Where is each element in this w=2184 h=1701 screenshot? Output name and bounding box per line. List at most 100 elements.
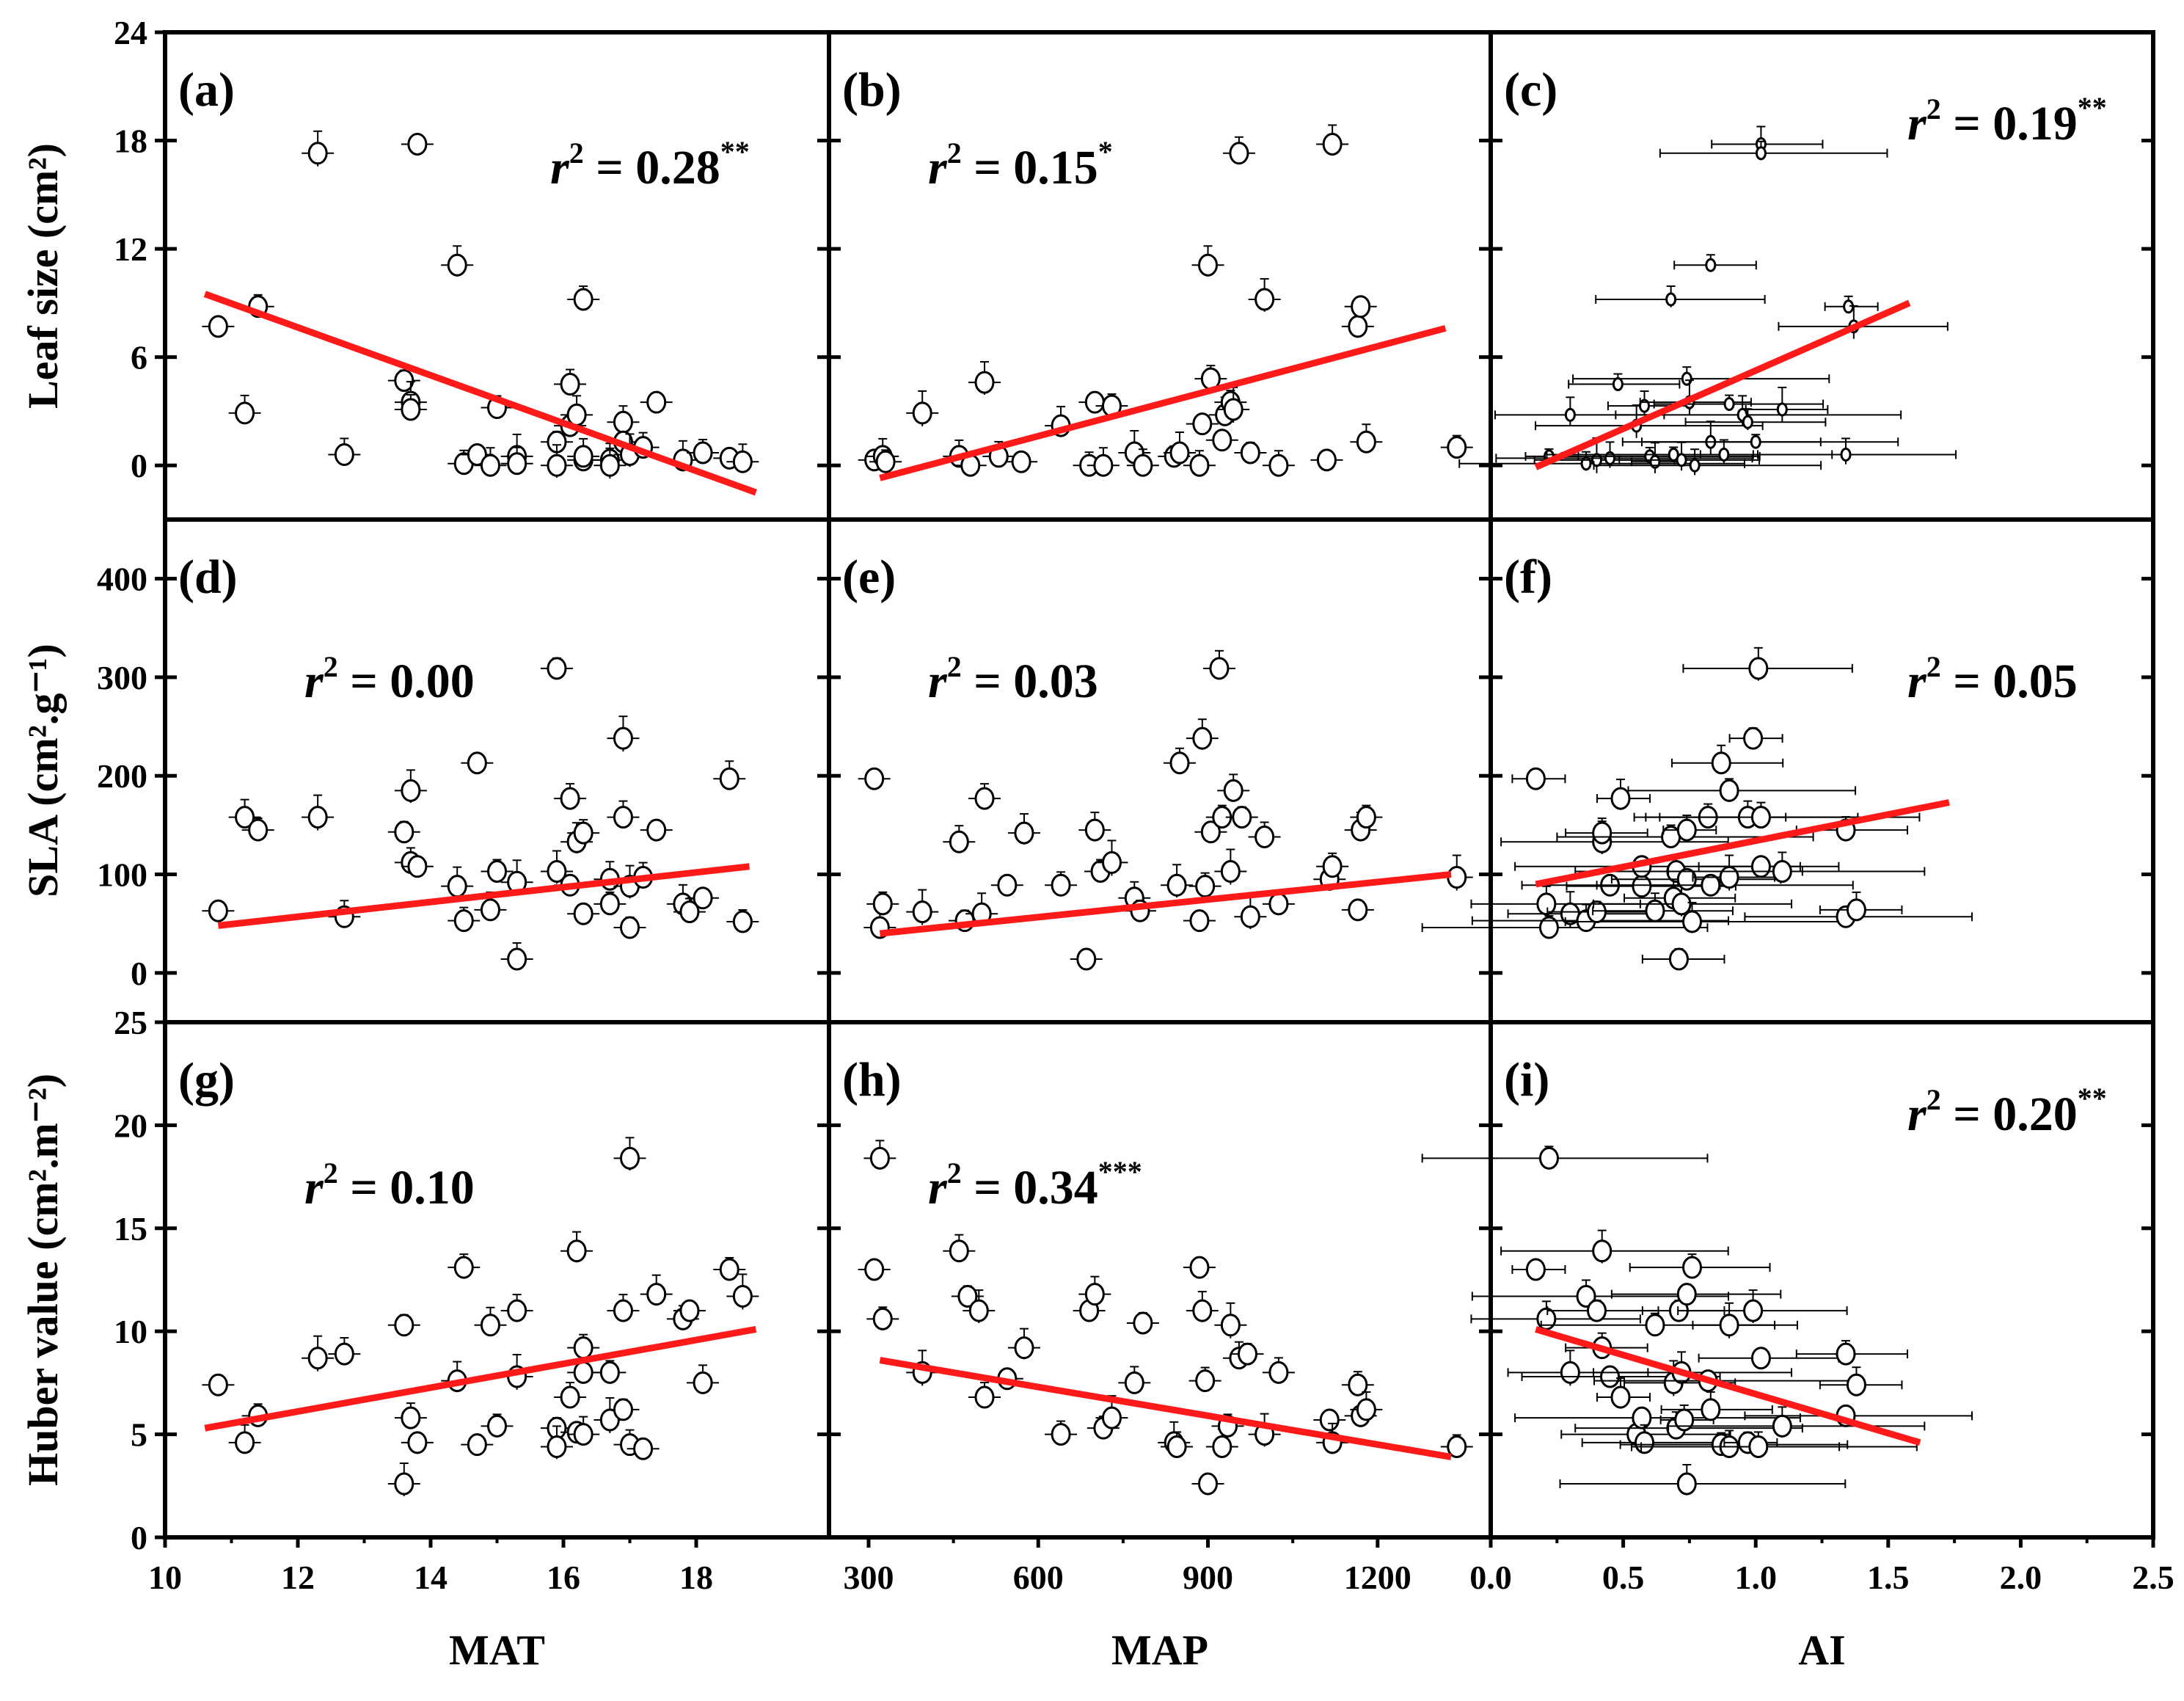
panel-label: (g) — [178, 1053, 235, 1107]
data-point — [401, 855, 434, 878]
data-point — [607, 405, 640, 434]
data-point — [540, 1425, 573, 1460]
data-point — [1126, 448, 1159, 477]
y-tick-label: 100 — [97, 856, 147, 894]
data-point — [1186, 412, 1219, 436]
data-point — [540, 850, 573, 884]
data-point — [866, 1306, 899, 1330]
x-axis-title: MAP — [1111, 1626, 1208, 1674]
data-point — [1565, 1332, 1648, 1360]
data-point — [302, 794, 335, 831]
x-tick-label: 12 — [281, 1559, 315, 1596]
data-point — [1078, 1275, 1111, 1306]
data-point — [1627, 778, 1857, 802]
data-point — [1421, 1145, 1709, 1170]
y-tick-label: 24 — [114, 14, 147, 51]
data-point — [1629, 1253, 1771, 1279]
data-point — [461, 751, 494, 775]
panel-e: (e) r2 = 0.03 — [827, 517, 1493, 1024]
data-point — [1564, 902, 1852, 933]
data-point — [560, 1231, 594, 1263]
data-point — [500, 942, 533, 971]
panel-b: (b) r2 = 0.15* — [827, 30, 1493, 522]
panel-g: 0 5 10 15 20 25 10 12 14 16 18 MAT (g) r2 = 0.10 — [114, 1004, 831, 1674]
data-point — [1222, 136, 1255, 165]
panel-label: (i) — [1504, 1053, 1549, 1107]
panel-c: (c) r2 = 0.19** — [1458, 30, 2155, 522]
data-point — [567, 1416, 600, 1446]
data-point — [1514, 1406, 1801, 1429]
data-point — [1565, 817, 1648, 845]
data-point — [906, 390, 939, 426]
data-point — [1045, 1420, 1078, 1446]
data-point — [673, 897, 706, 924]
data-point — [1819, 891, 1903, 922]
panel-label: (e) — [842, 550, 896, 604]
y-tick-label: 400 — [97, 561, 147, 598]
data-point — [1745, 386, 1829, 423]
data-point — [713, 1256, 746, 1281]
panel-h: 300 600 900 1200 MAP (h) r2 = 0.34*** — [827, 1020, 1493, 1674]
data-point — [1095, 839, 1128, 876]
data-point — [1344, 295, 1377, 318]
data-point — [1183, 1256, 1216, 1279]
data-point — [673, 1299, 706, 1322]
data-point — [687, 886, 720, 910]
data-point — [607, 800, 640, 829]
data-point — [394, 769, 427, 804]
data-point — [1007, 1327, 1040, 1360]
data-point — [228, 1424, 261, 1454]
y-tick-label: 0 — [131, 955, 147, 992]
data-point — [1572, 366, 1830, 386]
r-squared-annotation: r2 = 0.19** — [1907, 91, 2107, 150]
data-point — [481, 859, 514, 883]
data-point — [1698, 855, 1840, 878]
x-tick-label: 18 — [679, 1559, 713, 1596]
data-point — [1217, 773, 1250, 802]
data-point — [1231, 1342, 1264, 1366]
data-point — [1005, 450, 1038, 473]
panel-label: (b) — [842, 63, 902, 117]
data-point — [640, 818, 673, 842]
data-point — [687, 1364, 720, 1394]
data-point — [1819, 1366, 1903, 1396]
data-point — [567, 437, 600, 468]
data-point — [968, 1382, 1001, 1409]
data-point — [1711, 125, 1824, 155]
data-point — [1163, 747, 1196, 775]
data-point — [1316, 124, 1349, 156]
data-point — [713, 760, 746, 790]
data-point — [607, 715, 640, 752]
data-point — [387, 820, 420, 844]
y-tick-label: 6 — [131, 339, 147, 376]
data-point — [1440, 434, 1473, 459]
x-tick-label: 2.0 — [2000, 1559, 2042, 1596]
y-axis-title: Huber value (cm².m⁻²) — [19, 1074, 67, 1486]
data-point — [1350, 804, 1383, 829]
data-point — [461, 1433, 494, 1457]
data-point — [328, 437, 361, 466]
y-tick-label: 15 — [114, 1210, 147, 1247]
data-point — [726, 443, 759, 473]
axis-text-layer: Leaf size (cm²) SLA (cm².g⁻¹) Huber value … — [19, 143, 67, 1486]
data-point — [627, 1437, 660, 1460]
data-point — [1188, 872, 1221, 898]
panel-frame — [163, 30, 831, 522]
y-tick-label: 0 — [131, 1519, 147, 1556]
panel-i: 0.0 0.5 1.0 1.5 2.0 2.5 AI (i) r2 = 0.20** — [1421, 1020, 2174, 1674]
data-point — [1641, 434, 1899, 449]
data-point — [1698, 1347, 1840, 1370]
data-point — [1692, 1302, 1776, 1338]
data-point — [1161, 864, 1194, 898]
x-tick-label: 2.5 — [2132, 1559, 2174, 1596]
data-point — [1186, 1291, 1219, 1322]
data-point — [1470, 1300, 1641, 1330]
data-point — [1500, 1229, 1729, 1264]
panel-label: (d) — [178, 550, 238, 604]
r-squared-annotation: r2 = 0.34*** — [928, 1155, 1142, 1214]
regression-line — [1534, 299, 1911, 470]
panel-frame — [827, 1020, 1493, 1540]
data-point — [1161, 1431, 1194, 1458]
data-point — [228, 798, 261, 829]
